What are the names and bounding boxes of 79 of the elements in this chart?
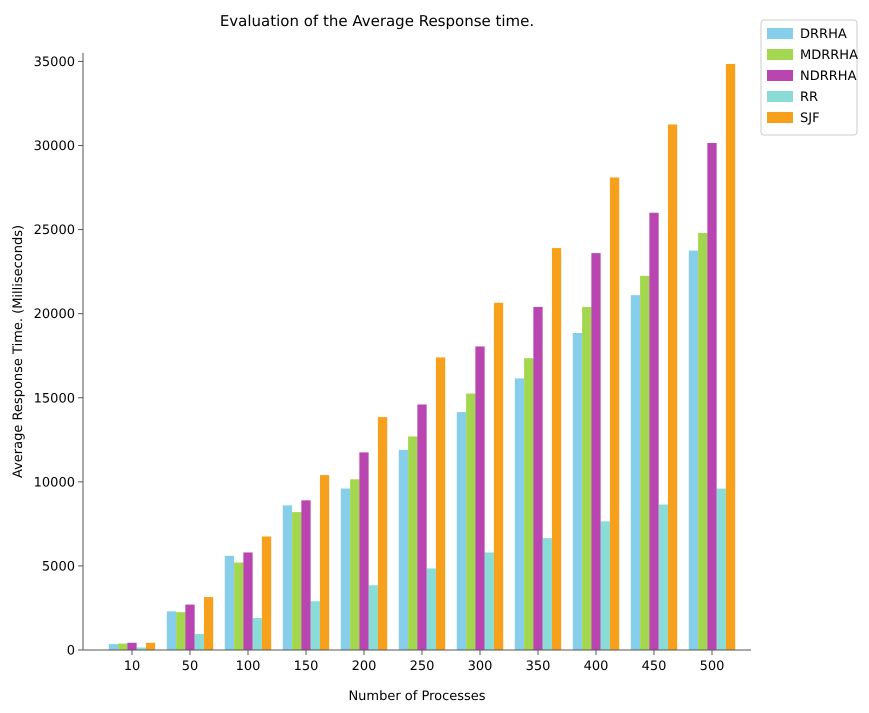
legend-label: NDRRHA [800, 69, 857, 84]
y-tick-label: 20000 [34, 307, 75, 322]
x-tick-label: 400 [584, 659, 608, 674]
x-tick-label: 250 [410, 659, 434, 674]
x-tick-label: 10 [124, 659, 140, 674]
bar [533, 306, 543, 650]
bar [640, 276, 650, 650]
y-tick-label: 25000 [34, 223, 75, 238]
bar [688, 250, 698, 650]
bar [600, 521, 610, 650]
bar [716, 488, 726, 650]
bar [408, 436, 418, 650]
bar [320, 475, 330, 650]
bar [243, 552, 253, 650]
x-tick-label: 50 [182, 659, 198, 674]
legend-label: MDRRHA [800, 48, 858, 63]
bar [368, 585, 378, 650]
bar [582, 306, 592, 650]
bar [572, 333, 582, 650]
bar [466, 394, 476, 650]
bar [630, 295, 640, 650]
bar [224, 556, 234, 650]
bar [398, 450, 408, 650]
bar [456, 412, 466, 650]
bar [552, 248, 562, 650]
bar [484, 552, 494, 650]
x-tick-label: 200 [352, 659, 376, 674]
x-tick-label: 100 [236, 659, 260, 674]
bar [436, 357, 446, 650]
bar [524, 358, 534, 650]
chart-title: Evaluation of the Average Response time. [220, 12, 534, 30]
x-tick-label: 350 [526, 659, 550, 674]
x-axis-title: Number of Processes [348, 689, 486, 704]
bar [514, 378, 524, 650]
bar [176, 612, 186, 650]
bar [118, 644, 128, 650]
y-tick-label: 35000 [34, 54, 75, 70]
bar [698, 232, 708, 650]
bar [494, 302, 504, 650]
bar [426, 568, 436, 650]
legend-label: DRRHA [800, 27, 847, 42]
bar [166, 611, 176, 650]
bar [194, 634, 204, 650]
bar [658, 504, 668, 650]
bar [108, 644, 118, 650]
bar [542, 538, 552, 650]
bar [340, 488, 350, 650]
bar [378, 417, 388, 650]
bar [726, 64, 736, 650]
x-tick-label: 150 [294, 659, 318, 674]
bar [310, 601, 320, 650]
legend-label: RR [800, 90, 818, 105]
bar [350, 479, 360, 650]
legend-label: SJF [800, 111, 820, 126]
bar [262, 536, 272, 650]
bar [204, 597, 214, 650]
bar [252, 618, 262, 650]
y-axis-title: Average Response Time. (Milliseconds) [11, 224, 26, 478]
bar [292, 512, 302, 650]
bar [301, 500, 311, 650]
bar [610, 177, 620, 650]
bar [668, 124, 678, 650]
y-tick-label: 5000 [42, 559, 75, 574]
bar [234, 562, 244, 650]
bar [649, 212, 659, 650]
bar [359, 452, 369, 650]
y-tick-label: 10000 [34, 475, 75, 490]
bar [282, 505, 292, 650]
bar [707, 142, 717, 650]
bar [591, 253, 601, 650]
x-tick-label: 500 [700, 659, 724, 674]
x-tick-label: 450 [642, 659, 666, 674]
x-tick-label: 300 [468, 659, 492, 674]
y-tick-label: 30000 [34, 139, 75, 154]
bar [475, 346, 485, 650]
bar [185, 604, 195, 650]
bar [417, 404, 427, 650]
y-tick-label: 0 [66, 644, 75, 659]
y-tick-label: 15000 [34, 391, 75, 406]
